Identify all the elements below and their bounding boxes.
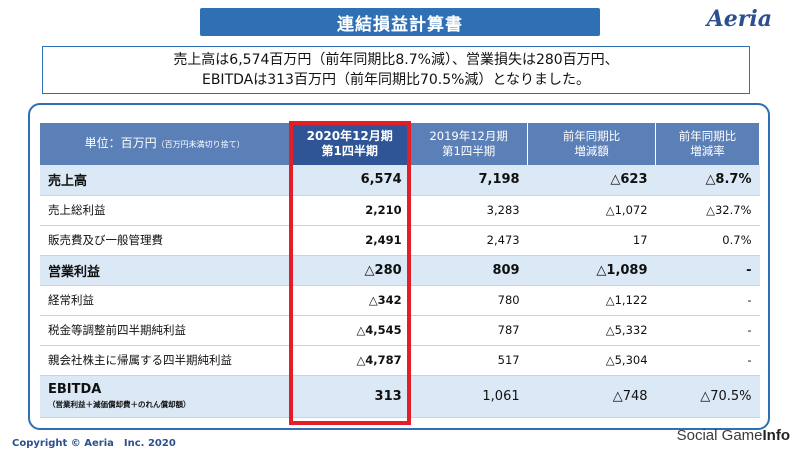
header-change-rate: 前年同期比 増減率 [655,123,760,165]
cell-rate: △70.5% [655,375,760,418]
table-row-sga: 販売費及び一般管理費 2,491 2,473 17 0.7% [40,225,760,256]
cell-current: 313 [289,375,410,418]
table-row-ordinary-income: 経常利益 △342 780 △1,122 - [40,285,760,316]
cell-rate: 0.7% [655,225,760,256]
cell-change: △1,122 [527,285,656,316]
cell-change: △1,072 [527,195,656,226]
cell-current: △4,545 [289,315,410,346]
row-label: EBITDA （営業利益＋減価償却費＋のれん償却額） [40,375,290,418]
table-row-gross-profit: 売上総利益 2,210 3,283 △1,072 △32.7% [40,195,760,226]
table-row-revenue: 売上高 6,574 7,198 △623 △8.7% [40,165,760,196]
watermark-b: Info [762,427,791,444]
cell-prior: 787 [409,315,528,346]
cell-rate: △8.7% [655,165,760,196]
cell-change: △1,089 [527,255,656,286]
ebitda-sublabel: （営業利益＋減価償却費＋のれん償却額） [48,400,191,409]
cell-rate: - [655,255,760,286]
summary-line-2: EBITDAは313百万円（前年同期比70.5%減）となりました。 [201,72,591,88]
cell-current: 6,574 [289,165,410,196]
cell-change: △623 [527,165,656,196]
cell-change: △5,332 [527,315,656,346]
income-statement-table: 単位：百万円（百万円未満切り捨て） 2020年12月期 第1四半期 2019年1… [40,123,760,418]
cell-current: △280 [289,255,410,286]
cell-prior: 1,061 [409,375,528,418]
row-label: 販売費及び一般管理費 [40,225,290,256]
header-change-amount: 前年同期比 増減額 [527,123,657,165]
copyright-text: Copyright © Aeria Inc. 2020 [12,438,176,449]
cell-prior: 517 [409,345,528,376]
cell-current: △4,787 [289,345,410,376]
cell-current: 2,491 [289,225,410,256]
header-unit-note: （百万円未満切り捨て） [156,140,245,149]
cell-prior: 3,283 [409,195,528,226]
cell-prior: 7,198 [409,165,528,196]
row-label: 売上総利益 [40,195,290,226]
row-label: 親会社株主に帰属する四半期純利益 [40,345,290,376]
cell-rate: - [655,315,760,346]
cell-current: △342 [289,285,410,316]
cell-prior: 809 [409,255,528,286]
page-title: 連結損益計算書 [200,8,600,36]
table-row-operating-income: 営業利益 △280 809 △1,089 - [40,255,760,286]
summary-box: 売上高は6,574百万円（前年同期比8.7%減）、営業損失は280百万円、 EB… [42,46,750,94]
row-label: 売上高 [40,165,290,196]
table-row-net-income: 親会社株主に帰属する四半期純利益 △4,787 517 △5,304 - [40,345,760,376]
table-row-ebitda: EBITDA （営業利益＋減価償却費＋のれん償却額） 313 1,061 △74… [40,375,760,418]
ebitda-label: EBITDA [48,382,102,397]
table-header-row: 単位：百万円（百万円未満切り捨て） 2020年12月期 第1四半期 2019年1… [40,123,760,165]
header-prior-period: 2019年12月期 第1四半期 [409,123,529,165]
row-label: 経常利益 [40,285,290,316]
cell-change: 17 [527,225,656,256]
cell-change: △748 [527,375,656,418]
row-label: 税金等調整前四半期純利益 [40,315,290,346]
cell-prior: 780 [409,285,528,316]
cell-rate: - [655,345,760,376]
table-row-pretax-income: 税金等調整前四半期純利益 △4,545 787 △5,332 - [40,315,760,346]
header-unit-main: 単位：百万円 [84,136,157,150]
row-label: 営業利益 [40,255,290,286]
cell-rate: △32.7% [655,195,760,226]
cell-prior: 2,473 [409,225,528,256]
watermark-a: Social Game [676,427,763,444]
company-logo: Aeria [706,6,772,32]
watermark: Social GameInfo [677,427,790,444]
summary-line-1: 売上高は6,574百万円（前年同期比8.7%減）、営業損失は280百万円、 [173,52,619,68]
cell-current: 2,210 [289,195,410,226]
cell-rate: - [655,285,760,316]
cell-change: △5,304 [527,345,656,376]
header-current-period: 2020年12月期 第1四半期 [289,123,411,165]
header-unit: 単位：百万円（百万円未満切り捨て） [40,123,291,165]
